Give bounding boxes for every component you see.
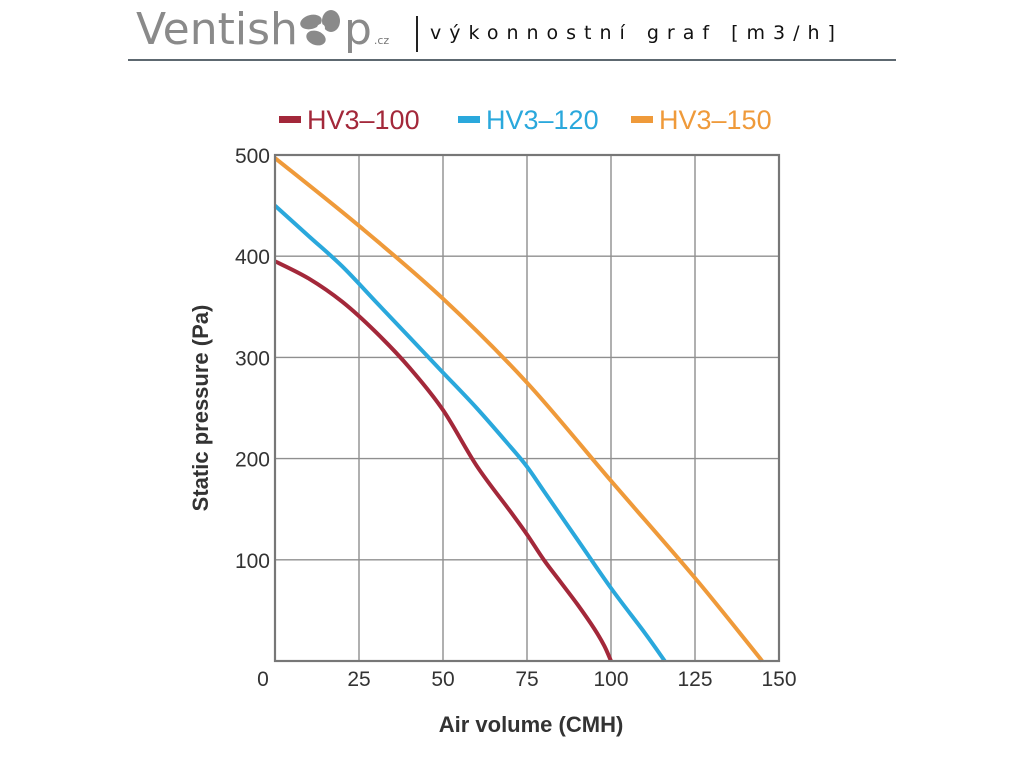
y-axis-label: Static pressure (Pa) [188, 305, 213, 512]
y-tick-label: 300 [235, 347, 270, 370]
y-tick-label: 200 [235, 449, 270, 472]
header: Ventish p .cz [128, 0, 896, 62]
x-tick-label: 0 [257, 668, 269, 691]
y-tick-label: 100 [235, 550, 270, 573]
plot-frame [273, 153, 781, 663]
header-rule [128, 59, 896, 61]
y-tick-label: 500 [235, 145, 270, 168]
logo-text-right: p [343, 4, 372, 55]
x-tick-label: 25 [347, 668, 370, 691]
series-line-hv3-100 [274, 259, 613, 662]
fan-icon [300, 10, 340, 46]
legend-swatch-hv3-100 [279, 116, 301, 123]
header-separator [416, 16, 418, 52]
x-tick-label: 125 [677, 668, 712, 691]
x-tick-label: 50 [431, 668, 454, 691]
x-tick-label: 150 [761, 668, 796, 691]
logo-tld: .cz [373, 34, 390, 47]
x-axis-label: Air volume (CMH) [439, 712, 624, 737]
legend: HV3–100 HV3–120 HV3–150 [279, 105, 772, 135]
legend-swatch-hv3-120 [458, 116, 480, 123]
x-tick-label: 100 [593, 668, 628, 691]
legend-label-hv3-120: HV3–120 [486, 105, 599, 135]
logo-text-left: Ventish [136, 4, 298, 55]
series-lines [273, 156, 764, 663]
x-tick-label: 75 [515, 668, 538, 691]
legend-label-hv3-100: HV3–100 [307, 105, 420, 135]
legend-label-hv3-150: HV3–150 [659, 105, 772, 135]
series-line-hv3-120 [273, 204, 667, 663]
logo: Ventish p .cz [136, 4, 389, 55]
legend-swatch-hv3-150 [631, 116, 653, 123]
axes: 0 25 50 75 100 125 150 100 200 300 400 500 [235, 145, 797, 691]
y-tick-label: 400 [235, 246, 270, 269]
series-line-hv3-150 [273, 156, 764, 663]
page-subtitle: výkonnostní graf [m3/h] [430, 22, 843, 44]
